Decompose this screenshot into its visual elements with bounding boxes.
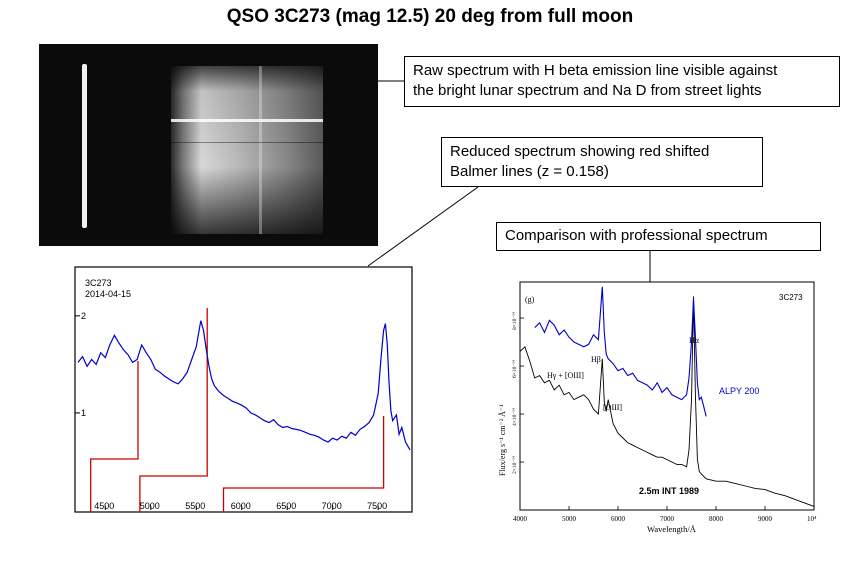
right-panel-label: (g) — [525, 295, 535, 304]
right-x-label: Wavelength/Å — [647, 524, 697, 534]
left-x-tick-label: 7000 — [322, 501, 342, 511]
balmer-marker-2 — [139, 308, 208, 512]
raw-caption-line-2: the bright lunar spectrum and Na D from … — [413, 82, 762, 99]
left-axis-ticks: 4500 5000 5500 6000 6500 7000 7500 2 1 — [75, 311, 387, 511]
right-x-tick-label: 9000 — [758, 515, 773, 523]
reduced-spectrum-caption: Reduced spectrum showing red shifted Bal… — [441, 137, 763, 187]
int-1989-line — [519, 296, 815, 507]
h-beta-label: Hβ — [591, 355, 601, 364]
left-x-tick-label: 5500 — [185, 501, 205, 511]
left-plot-frame — [74, 266, 413, 513]
right-x-tick-label: 7000 — [660, 515, 675, 523]
left-x-tick-label: 6000 — [231, 501, 251, 511]
left-x-tick-label: 4500 — [94, 501, 114, 511]
right-axis-ticks: 4000 5000 6000 7000 8000 9000 10⁴ 8×10⁻¹⁴ 6×10⁻¹… — [512, 312, 817, 523]
left-x-tick-label: 5000 — [140, 501, 160, 511]
h-alpha-label: Hα — [689, 336, 700, 345]
na-d-line — [259, 66, 262, 234]
reduced-caption-connector — [367, 186, 479, 267]
balmer-marker-1 — [90, 361, 139, 512]
right-plot-frame — [519, 281, 815, 511]
qso-trace — [171, 119, 323, 122]
left-chart-title: 3C273 — [85, 278, 112, 288]
comparison-spectrum-chart: (g) 3C273 Flux/erg s⁻¹ cm⁻² Å⁻¹ Waveleng… — [498, 281, 817, 534]
raw-spectrum-image — [39, 44, 378, 246]
oiii-label: [OIII] — [603, 403, 622, 412]
h-gamma-oiii-label: Hγ + [OIII] — [547, 371, 584, 380]
page-title: QSO 3C273 (mag 12.5) 20 deg from full mo… — [226, 6, 634, 27]
raw-spectrum-caption: Raw spectrum with H beta emission line v… — [404, 56, 840, 107]
right-y-tick-label: 4×10⁻¹⁴ — [512, 408, 518, 426]
right-chart-title: 3C273 — [779, 293, 803, 302]
left-y-tick-label: 2 — [81, 311, 86, 321]
right-y-tick-label: 8×10⁻¹⁴ — [512, 312, 518, 330]
calibration-lamp-line — [82, 64, 87, 228]
reduced-caption-line-2: Balmer lines (z = 0.158) — [450, 163, 609, 180]
balmer-markers — [90, 308, 385, 512]
raw-spectrum-svg — [39, 44, 378, 246]
raw-caption-line-1: Raw spectrum with H beta emission line v… — [413, 62, 778, 79]
right-x-tick-label: 5000 — [562, 515, 577, 523]
left-x-tick-label: 6500 — [276, 501, 296, 511]
int-1989-label: 2.5m INT 1989 — [639, 486, 699, 496]
right-y-label: Flux/erg s⁻¹ cm⁻² Å⁻¹ — [498, 404, 507, 476]
comparison-caption: Comparison with professional spectrum — [496, 222, 821, 251]
alpy-200-line — [534, 286, 707, 417]
alpy-200-label: ALPY 200 — [719, 386, 759, 396]
right-x-tick-label: 6000 — [611, 515, 626, 523]
right-x-tick-label: 4000 — [513, 515, 528, 523]
right-x-tick-label: 10⁴ — [807, 515, 817, 523]
reduced-caption-line-1: Reduced spectrum showing red shifted — [450, 143, 710, 160]
balmer-marker-3 — [222, 416, 385, 512]
left-x-tick-label: 7500 — [367, 501, 387, 511]
reduced-spectrum-chart: 3C273 2014-04-15 4500 5000 5500 6000 6500 700… — [74, 266, 413, 513]
left-y-tick-label: 1 — [81, 408, 86, 418]
right-y-tick-label: 2×10⁻¹⁴ — [512, 456, 518, 474]
right-x-tick-label: 8000 — [709, 515, 724, 523]
right-y-tick-label: 6×10⁻¹⁴ — [512, 360, 518, 378]
reduced-spectrum-line — [77, 320, 411, 451]
left-chart-date: 2014-04-15 — [85, 289, 131, 299]
